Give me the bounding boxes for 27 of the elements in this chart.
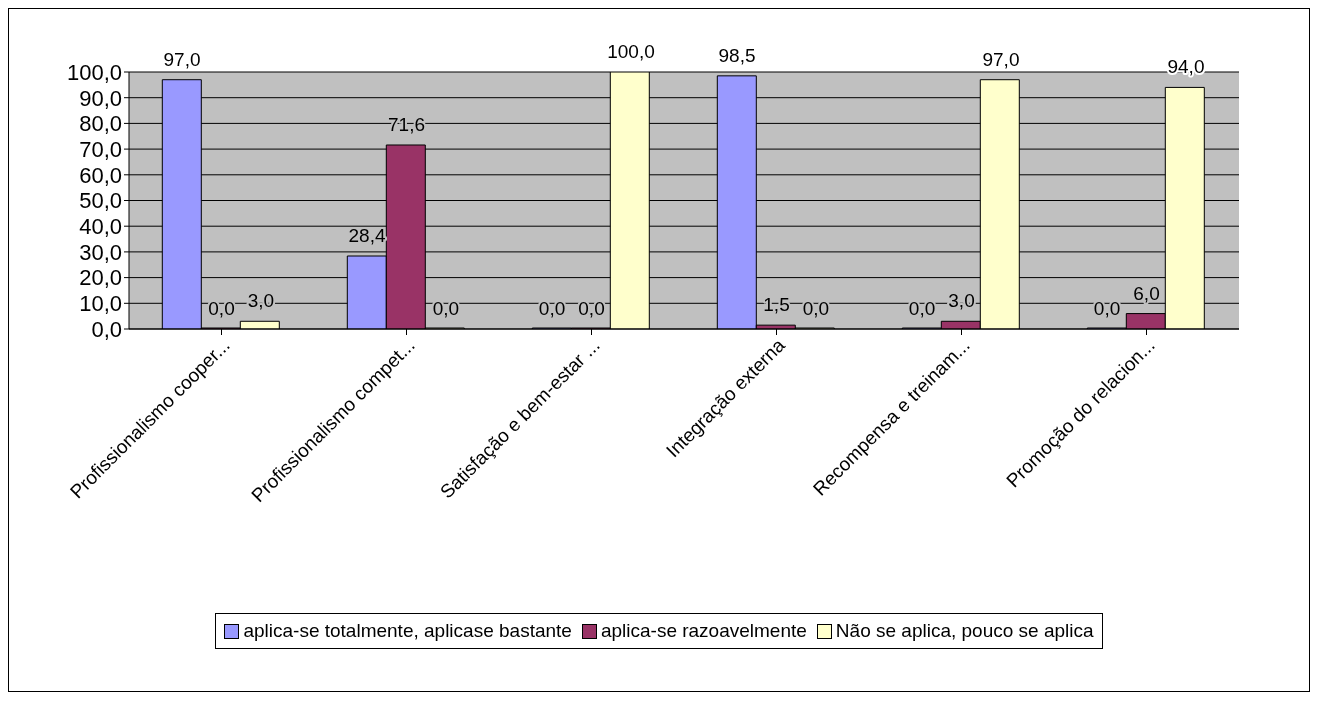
data-label: 28,4 [348, 225, 386, 247]
y-tick-label: 50,0 [79, 188, 122, 214]
y-tick-label: 60,0 [79, 162, 122, 188]
data-label: 0,0 [208, 298, 235, 319]
data-label: 100,0 [607, 41, 655, 62]
data-label: 97,0 [163, 48, 201, 70]
legend-label: aplica-se razoavelmente [600, 620, 807, 642]
data-label: 97,0 [982, 48, 1020, 70]
data-label: 0,0 [578, 298, 605, 319]
y-tick-label: 0,0 [91, 316, 122, 342]
y-tick-label: 100,0 [66, 59, 122, 85]
y-tick-label: 30,0 [79, 239, 122, 265]
data-label: 0,0 [908, 298, 936, 319]
legend-label: Não se aplica, pouco se aplica [835, 620, 1094, 642]
y-tick-label: 10,0 [79, 291, 122, 317]
data-label: 6,0 [1133, 282, 1160, 304]
data-label: 98,5 [718, 44, 756, 66]
y-tick-label: 90,0 [79, 85, 122, 111]
data-label: 0,0 [432, 298, 460, 319]
data-label: 0,0 [538, 298, 566, 319]
y-tick-label: 70,0 [79, 136, 122, 162]
y-tick-label: 80,0 [79, 111, 122, 137]
data-label: 0,0 [802, 298, 830, 319]
y-tick-label: 20,0 [79, 265, 122, 291]
data-label: 0,0 [1093, 298, 1121, 319]
y-tick-label: 40,0 [79, 214, 122, 240]
legend-label: aplica-se totalmente, aplicase bastante [243, 620, 572, 642]
